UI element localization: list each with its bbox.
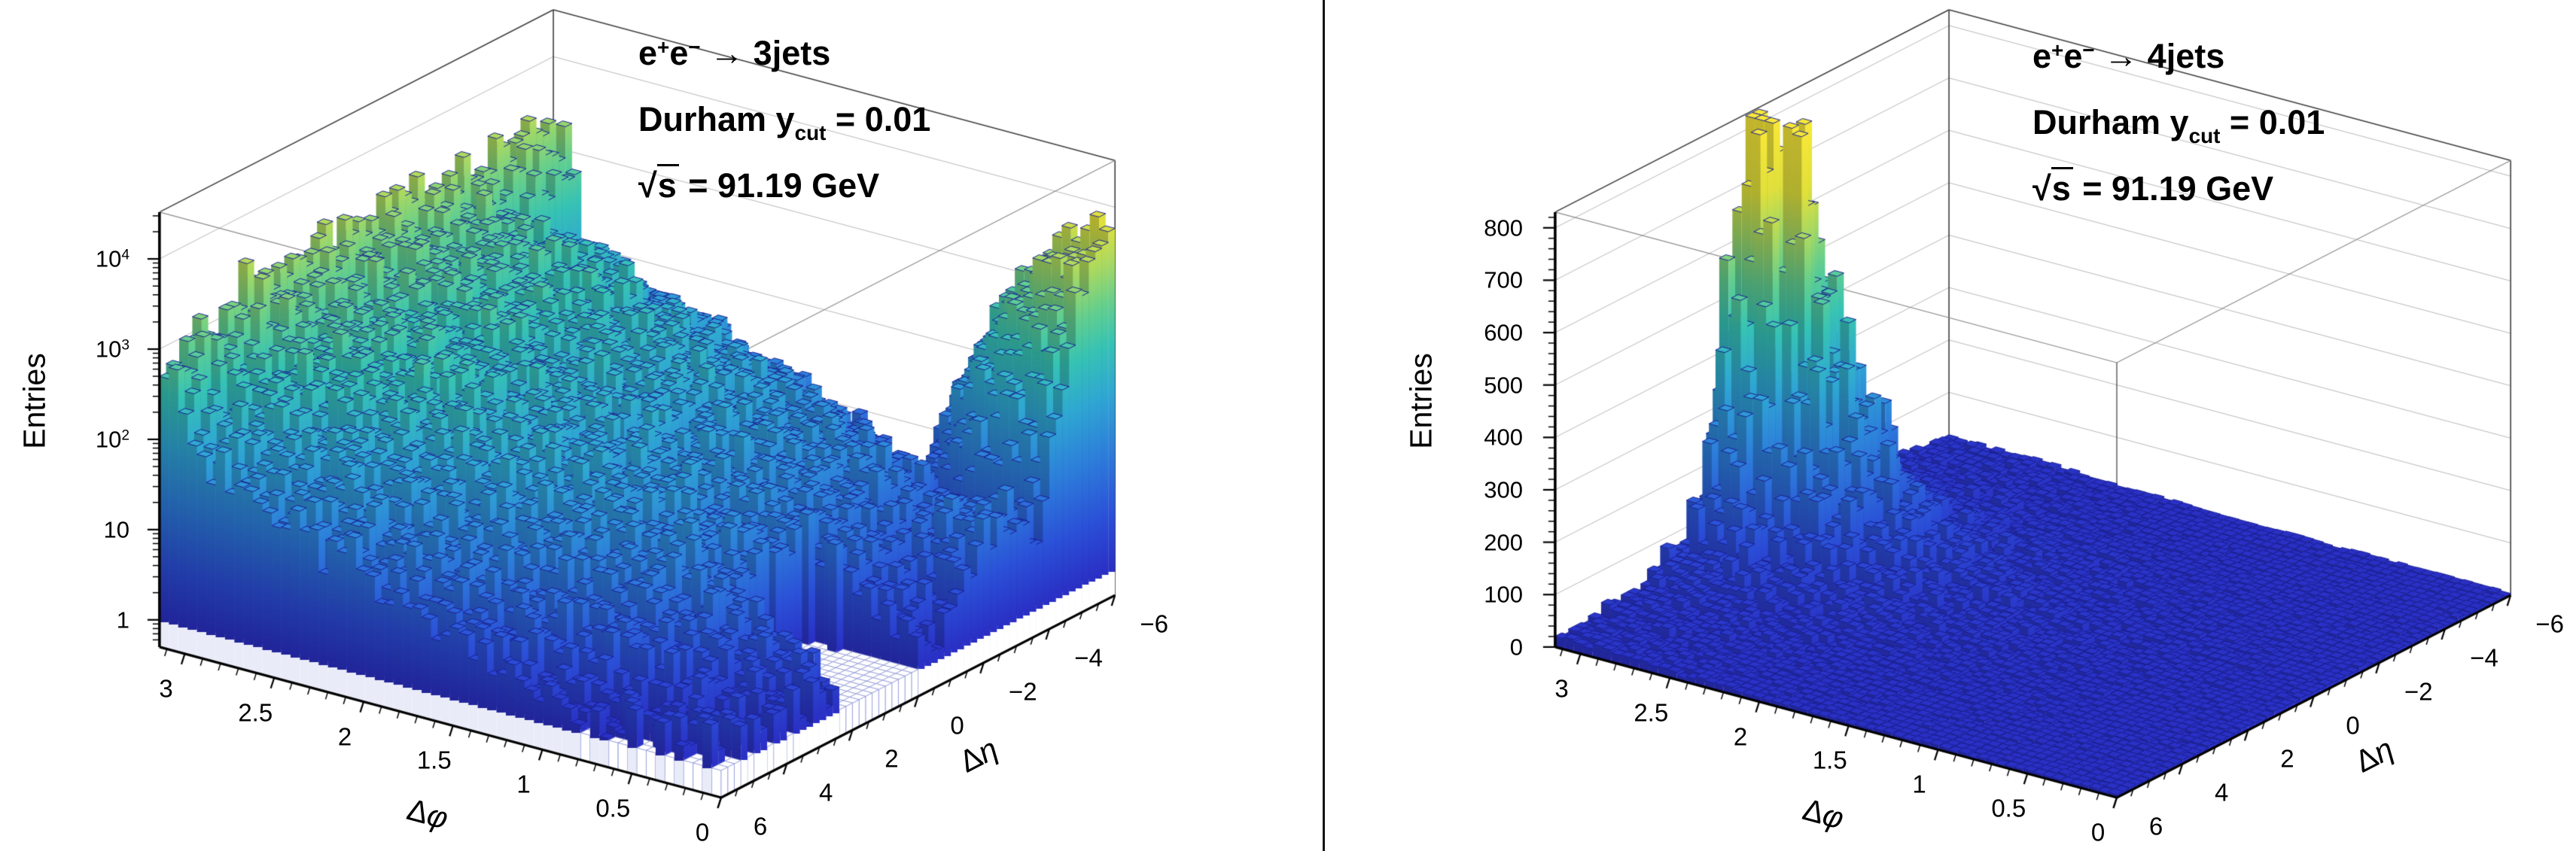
text-fragment: Durham y — [2032, 103, 2189, 141]
panel-4jets-title-line-1: e+e− → 4jets — [2032, 39, 2224, 73]
y-tick-label: 6 — [753, 812, 768, 840]
text-fragment: Durham y — [638, 100, 795, 138]
z-tick-label: 500 — [1484, 373, 1523, 397]
z-tick-label: 103 — [96, 337, 129, 360]
z-tick-label: 200 — [1484, 530, 1523, 554]
y-tick-label: −2 — [1008, 677, 1037, 706]
text-fragment: 10 — [95, 426, 122, 453]
text-fragment: 300 — [1484, 476, 1523, 503]
z-tick-label: 100 — [1484, 583, 1523, 606]
text-fragment: 100 — [1484, 581, 1523, 608]
x-tick-label: 2 — [1733, 722, 1748, 751]
y-tick-label: 0 — [950, 711, 964, 740]
z-tick-label: 102 — [96, 427, 129, 451]
x-tick-label: 2 — [337, 722, 352, 751]
text-fragment: 0 — [1509, 634, 1523, 661]
z-tick-label: 800 — [1484, 216, 1523, 239]
z-tick-label: 400 — [1484, 426, 1523, 449]
text-fragment: 800 — [1484, 214, 1523, 242]
text-fragment: 600 — [1484, 319, 1523, 346]
text-fragment: = 91.19 GeV — [2072, 169, 2274, 208]
text-fragment: √ — [638, 166, 657, 205]
y-tick-label: 4 — [2215, 778, 2229, 807]
z-tick-label: 300 — [1484, 478, 1523, 501]
y-tick-label: −4 — [1074, 643, 1103, 672]
text-fragment: e — [669, 34, 689, 72]
text-fragment: √ — [2032, 169, 2051, 208]
text-fragment: + — [2051, 38, 2064, 62]
z-tick-label: 10 — [104, 518, 129, 541]
text-fragment: 700 — [1484, 266, 1523, 293]
y-tick-label: 0 — [2346, 711, 2360, 740]
text-fragment: s — [2051, 167, 2073, 208]
panel-3jets-title-line-2: Durham ycut = 0.01 — [638, 100, 931, 143]
panel-3jets-title-line-1: e+e− → 3jets — [638, 36, 830, 70]
x-tick-label: 0 — [695, 818, 710, 846]
panel-3jets-title-line-3: √s = 91.19 GeV — [638, 164, 880, 205]
x-tick-label: 1.5 — [1812, 746, 1847, 774]
z-axis-title: Entries — [17, 353, 52, 449]
text-fragment: e — [2032, 37, 2052, 75]
text-fragment: = 0.01 — [826, 100, 931, 138]
text-fragment: e — [638, 34, 658, 72]
text-fragment: − — [2082, 38, 2095, 62]
text-fragment: 2 — [121, 427, 129, 444]
x-tick-label: 0.5 — [595, 794, 631, 822]
text-fragment: = 0.01 — [2220, 103, 2325, 141]
y-tick-label: 6 — [2148, 812, 2163, 840]
z-tick-label: 700 — [1484, 269, 1523, 292]
z-tick-label: 1 — [117, 608, 129, 631]
text-fragment: e — [2063, 37, 2083, 75]
text-fragment: 3 — [121, 337, 129, 354]
text-fragment: = 91.19 GeV — [678, 166, 880, 205]
text-fragment: 200 — [1484, 529, 1523, 556]
x-tick-label: 2.5 — [238, 698, 273, 727]
text-fragment: + — [657, 35, 670, 59]
y-tick-label: 2 — [885, 744, 899, 773]
text-fragment: 1 — [116, 606, 129, 634]
y-tick-label: −6 — [2535, 609, 2564, 638]
text-fragment: cut — [2188, 123, 2221, 147]
y-tick-label: −6 — [1140, 609, 1168, 638]
z-tick-label: 0 — [1510, 635, 1523, 658]
x-tick-label: 3 — [1554, 674, 1569, 703]
y-tick-label: 2 — [2280, 744, 2294, 773]
y-tick-label: −2 — [2404, 677, 2433, 706]
panel-4jets-title-line-2: Durham ycut = 0.01 — [2032, 103, 2325, 146]
text-fragment: → 3jets — [700, 34, 831, 72]
text-fragment: 500 — [1484, 372, 1523, 399]
text-fragment: 4 — [121, 247, 129, 263]
text-fragment: → 4jets — [2094, 37, 2225, 75]
x-tick-label: 0.5 — [1991, 794, 2026, 822]
z-tick-label: 104 — [96, 248, 129, 271]
text-fragment: s — [656, 164, 679, 205]
panel-4jets-title-line-3: √s = 91.19 GeV — [2032, 167, 2274, 208]
text-fragment: − — [688, 35, 701, 59]
text-fragment: 10 — [95, 245, 122, 272]
x-tick-label: 0 — [2090, 818, 2106, 846]
x-tick-label: 3 — [159, 674, 173, 703]
panel-divider — [1323, 0, 1325, 851]
x-tick-label: 1 — [1912, 770, 1926, 798]
y-tick-label: 4 — [819, 778, 833, 807]
x-tick-label: 1 — [516, 770, 531, 798]
text-fragment: 400 — [1484, 424, 1523, 451]
text-fragment: 10 — [103, 516, 129, 543]
z-tick-label: 600 — [1484, 321, 1523, 345]
z-axis-title: Entries — [1403, 353, 1439, 449]
x-tick-label: 1.5 — [416, 746, 452, 774]
text-fragment: 10 — [95, 336, 122, 363]
y-tick-label: −4 — [2470, 643, 2498, 672]
text-fragment: cut — [794, 120, 827, 144]
x-tick-label: 2.5 — [1634, 698, 1669, 727]
